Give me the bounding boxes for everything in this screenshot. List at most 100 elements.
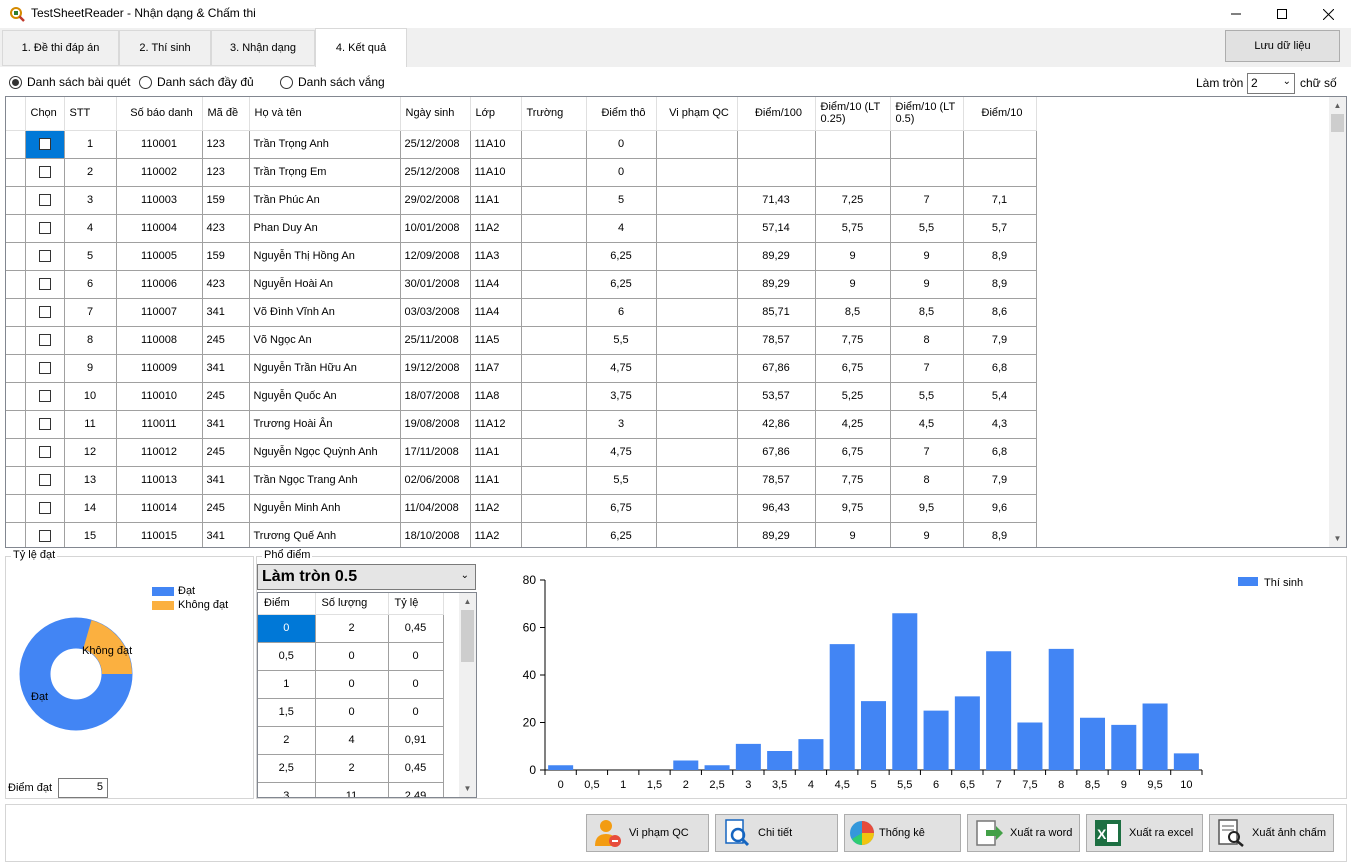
cell-lop[interactable]: 11A12 xyxy=(470,410,522,439)
cell-dob[interactable]: 10/01/2008 xyxy=(400,214,471,243)
table-row[interactable]: 13 110013 341 Trần Ngọc Trang Anh 02/06/2008… xyxy=(6,466,1037,495)
col-header-stt[interactable]: STT xyxy=(64,97,117,131)
cell-d100[interactable]: 71,43 xyxy=(737,186,816,215)
table-row[interactable]: 3 110003 159 Trần Phúc An 29/02/2008 11A1 5 71,… xyxy=(6,186,1037,215)
cell-name[interactable]: Nguyễn Minh Anh xyxy=(249,494,401,523)
tab-candidates[interactable]: 2. Thí sinh xyxy=(119,30,211,66)
cell-diemtho[interactable]: 0 xyxy=(586,130,657,159)
cell-made[interactable]: 245 xyxy=(202,494,250,523)
cell-stt[interactable]: 4 xyxy=(64,214,117,243)
cell-made[interactable]: 123 xyxy=(202,158,250,187)
cell-made[interactable]: 123 xyxy=(202,130,250,159)
cell-vipham[interactable] xyxy=(656,522,738,547)
cell-truong[interactable] xyxy=(521,214,587,243)
row-header[interactable] xyxy=(6,354,26,383)
cell-truong[interactable] xyxy=(521,242,587,271)
cell-lop[interactable]: 11A10 xyxy=(470,130,522,159)
cell-d10b[interactable]: 7 xyxy=(890,354,964,383)
cell-d10a[interactable]: 6,75 xyxy=(815,438,891,467)
cell-sbd[interactable]: 110007 xyxy=(116,298,203,327)
cell-dob[interactable]: 30/01/2008 xyxy=(400,270,471,299)
cell-d10[interactable]: 8,9 xyxy=(963,242,1037,271)
row-header[interactable] xyxy=(6,410,26,439)
select-cell[interactable] xyxy=(25,494,65,523)
cell-lop[interactable]: 11A2 xyxy=(470,494,522,523)
cell-d10b[interactable]: 7 xyxy=(890,438,964,467)
cell-d100[interactable] xyxy=(737,130,816,159)
dist-cell-diem[interactable]: 2 xyxy=(258,726,316,755)
table-row[interactable]: 14 110014 245 Nguyễn Minh Anh 11/04/2008 11A2… xyxy=(6,494,1037,523)
cell-diemtho[interactable]: 5,5 xyxy=(586,466,657,495)
col-header-made[interactable]: Mã đề xyxy=(202,97,250,131)
cell-stt[interactable]: 6 xyxy=(64,270,117,299)
cell-d100[interactable]: 78,57 xyxy=(737,326,816,355)
table-row[interactable]: 6 110006 423 Nguyễn Hoài An 30/01/2008 11A4 6,… xyxy=(6,270,1037,299)
cell-d10[interactable]: 8,6 xyxy=(963,298,1037,327)
table-row[interactable]: 11 110011 341 Trương Hoài Ân 19/08/2008 11A12… xyxy=(6,410,1037,439)
select-checkbox[interactable] xyxy=(38,390,51,403)
cell-d10b[interactable]: 8 xyxy=(890,466,964,495)
dist-cell-soluong[interactable]: 2 xyxy=(315,614,389,643)
cell-d100[interactable]: 85,71 xyxy=(737,298,816,327)
select-checkbox[interactable] xyxy=(38,306,51,319)
cell-made[interactable]: 159 xyxy=(202,186,250,215)
distribution-rounding-select[interactable]: Làm tròn 0.5 ⌄ xyxy=(257,564,476,590)
cell-d10[interactable]: 7,9 xyxy=(963,326,1037,355)
table-row[interactable]: 12 110012 245 Nguyễn Ngọc Quỳnh Anh 17/11/20… xyxy=(6,438,1037,467)
cell-dob[interactable]: 18/07/2008 xyxy=(400,382,471,411)
cell-d10a[interactable]: 7,25 xyxy=(815,186,891,215)
select-checkbox[interactable] xyxy=(38,250,51,263)
rounding-select[interactable]: 2 ⌄ xyxy=(1247,73,1295,94)
col-header-class[interactable]: Lớp xyxy=(470,97,522,131)
select-checkbox[interactable] xyxy=(38,362,51,375)
cell-name[interactable]: Nguyễn Hoài An xyxy=(249,270,401,299)
save-data-button[interactable]: Lưu dữ liệu xyxy=(1225,30,1340,62)
cell-d10b[interactable]: 9,5 xyxy=(890,494,964,523)
export-word-button[interactable]: Xuất ra word xyxy=(967,814,1080,852)
row-header[interactable] xyxy=(6,382,26,411)
dist-cell-diem[interactable]: 1 xyxy=(258,670,316,699)
dist-cell-diem[interactable]: 0 xyxy=(258,614,316,643)
dist-cell-tyle[interactable]: 0,45 xyxy=(388,614,444,643)
cell-vipham[interactable] xyxy=(656,466,738,495)
cell-dob[interactable]: 19/12/2008 xyxy=(400,354,471,383)
cell-name[interactable]: Phan Duy An xyxy=(249,214,401,243)
cell-truong[interactable] xyxy=(521,494,587,523)
distribution-scrollbar[interactable]: ▲ ▼ xyxy=(459,593,476,797)
cell-name[interactable]: Trần Phúc An xyxy=(249,186,401,215)
dist-cell-tyle[interactable]: 0 xyxy=(388,698,444,727)
cell-made[interactable]: 341 xyxy=(202,410,250,439)
table-row[interactable]: 1 110001 123 Trần Trọng Anh 25/12/2008 11A10 0 xyxy=(6,130,1037,159)
distribution-row[interactable]: 2 4 0,91 xyxy=(258,726,444,755)
dist-col-count[interactable]: Số lượng xyxy=(315,593,389,615)
cell-made[interactable]: 423 xyxy=(202,270,250,299)
cell-lop[interactable]: 11A2 xyxy=(470,522,522,547)
cell-d10a[interactable]: 9 xyxy=(815,522,891,547)
cell-diemtho[interactable]: 3,75 xyxy=(586,382,657,411)
cell-lop[interactable]: 11A3 xyxy=(470,242,522,271)
cell-truong[interactable] xyxy=(521,354,587,383)
cell-d100[interactable]: 89,29 xyxy=(737,522,816,547)
cell-dob[interactable]: 03/03/2008 xyxy=(400,298,471,327)
cell-vipham[interactable] xyxy=(656,382,738,411)
cell-sbd[interactable]: 110001 xyxy=(116,130,203,159)
cell-d10b[interactable]: 5,5 xyxy=(890,214,964,243)
cell-d10a[interactable]: 7,75 xyxy=(815,466,891,495)
cell-name[interactable]: Nguyễn Ngọc Quỳnh Anh xyxy=(249,438,401,467)
export-image-button[interactable]: Xuất ảnh chấm xyxy=(1209,814,1334,852)
select-cell[interactable] xyxy=(25,270,65,299)
dist-cell-soluong[interactable]: 2 xyxy=(315,754,389,783)
cell-made[interactable]: 245 xyxy=(202,438,250,467)
distribution-row[interactable]: 0,5 0 0 xyxy=(258,642,444,671)
cell-d10b[interactable] xyxy=(890,158,964,187)
cell-stt[interactable]: 14 xyxy=(64,494,117,523)
cell-vipham[interactable] xyxy=(656,438,738,467)
row-header[interactable] xyxy=(6,298,26,327)
cell-d10a[interactable]: 6,75 xyxy=(815,354,891,383)
table-row[interactable]: 8 110008 245 Võ Ngọc An 25/11/2008 11A5 5,5 78,… xyxy=(6,326,1037,355)
select-cell[interactable] xyxy=(25,438,65,467)
col-header-score10[interactable]: Điểm/10 xyxy=(963,97,1037,131)
cell-dob[interactable]: 17/11/2008 xyxy=(400,438,471,467)
radio-full-list[interactable]: Danh sách đầy đủ xyxy=(139,75,254,89)
pass-score-input[interactable]: 5 xyxy=(58,778,108,798)
